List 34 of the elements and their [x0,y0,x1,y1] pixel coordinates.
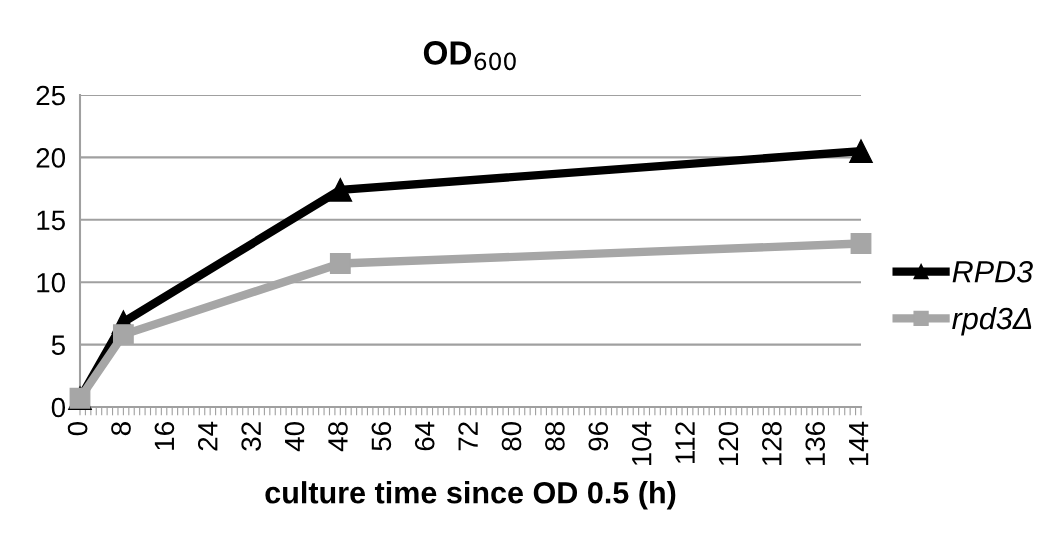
legend-label: RPD3 [952,260,1033,283]
x-tick-label: 32 [241,422,262,451]
x-tick-label: 80 [501,421,522,451]
point [328,178,353,202]
x-tick-label: 88 [545,422,565,451]
chart-title: OD$_{600}$ [423,41,516,71]
x-tick-label: 8 [111,422,131,436]
x-tick-label: 120 [718,421,739,466]
x-tick-label: 16 [154,422,175,450]
y-tick-label: 25 [36,85,65,106]
x-tick-label: 128 [762,422,782,466]
point [850,233,872,254]
x-tick-label: 104 [631,421,652,466]
x-tick-label: 136 [805,422,826,466]
y-tick-label: 15 [37,210,65,231]
x-tick-label: 96 [588,422,609,451]
x-tick-label: 48 [328,422,348,452]
x-axis-title: culture time since OD 0.5 (h) [265,481,676,510]
y-tick-label: 10 [37,272,66,293]
x-tick-label: 64 [414,421,435,451]
x-tick-label: 112 [675,422,695,464]
point [849,139,873,163]
point [112,324,134,346]
y-tick-label: 5 [51,335,65,355]
x-tick-label: 40 [284,421,305,452]
x-tick-label: 56 [371,422,392,451]
x-tick-label: 144 [849,421,869,466]
x-tick-label: 0 [67,421,88,436]
y-tick-label: 0 [51,397,66,418]
point [329,253,351,274]
x-tick-label: 24 [197,421,218,451]
x-tick-label: 72 [458,422,478,451]
y-tick-label: 20 [36,148,66,168]
legend-label: rpd3Δ [952,306,1032,336]
